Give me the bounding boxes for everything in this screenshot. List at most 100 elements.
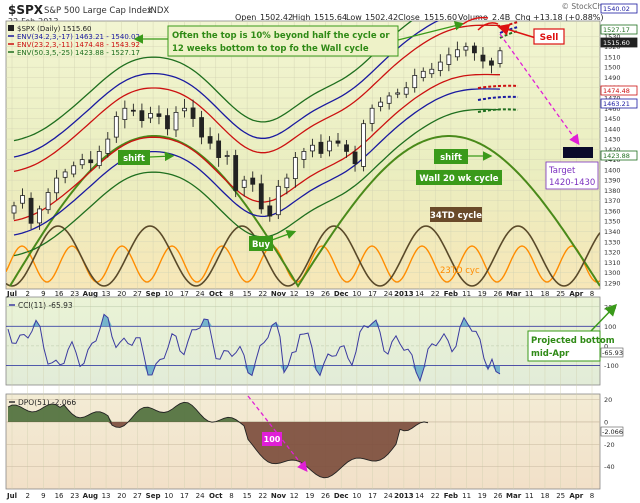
price-legend: $SPX (Daily) 1515.60 ENV(34.2,3,-17) 146… [8,25,140,57]
candle-body [480,54,486,62]
ohlc-readout: Open 1502.42 High 1515.64 Low 1502.42 Cl… [235,13,604,22]
price-tick-label: 1450 [604,115,621,123]
dpo-value-tag-text: -2.066 [602,428,623,436]
volume-value: 2.4B [492,13,510,22]
x-tick-label: Jul [6,290,17,298]
candle-body [352,151,358,165]
candle-body [11,205,17,214]
candle-body [122,107,128,120]
x-tick-label: Feb [444,492,458,500]
price-tag-box [600,98,638,109]
candle-body [216,140,222,158]
price-tag-box [600,85,638,96]
x-tick-label: Apr [569,290,583,298]
price-candles [11,41,503,230]
candle-body [37,208,42,224]
dpo-fill-positive [8,402,428,422]
candle-body [412,75,418,89]
x-tick-label: 25 [556,492,565,500]
price-tick-label: 1440 [604,125,621,133]
x-tick-label: 26 [321,492,330,500]
cci-value-tag [600,347,624,358]
projected-arrow [589,303,618,333]
x-tick-label: 15 [243,492,252,500]
candle-body [395,92,401,95]
env-blue-lower [13,88,501,236]
price-tag-box [600,24,638,35]
x-tick-label: 19 [305,290,314,298]
price-tag-text: 1540.02 [603,5,630,13]
cycle-34td-box: 34TD cycle [430,207,482,222]
x-tick-label: 26 [321,290,330,298]
x-tick-label: 17 [180,290,189,298]
candle-body [335,140,341,144]
candle-body [386,95,392,104]
candle-body [301,151,307,160]
candle-body [344,144,349,152]
candle-body [454,49,460,58]
candle-body [233,155,239,191]
legend-env1: ENV(34.2,3,-17) 1463.21 - 1540.02 [17,33,140,41]
x-tick-label: 2 [25,492,29,500]
wall-20wk-cycle-curve [9,135,600,288]
candle-body [489,60,494,66]
candle-body [28,197,34,224]
top-note-line1: Often the top is 10% beyond half the cyc… [172,31,390,41]
x-tick-label: 10 [352,290,361,298]
x-tick-label: 17 [180,492,189,500]
cci-tick-label: 100 [604,323,616,331]
cci-legend: CCI(11) -65.93 [9,301,73,310]
wall-cycle-box: Wall 20 wk cycle [416,170,502,185]
top-note-line2: 12 weeks bottom to top fo the Wall cycle [172,44,369,54]
price-tick-label: 1470 [604,95,621,103]
x-tick-label: 12 [290,290,299,298]
price-tick-label: 1460 [604,105,621,113]
candle-body [20,195,25,204]
chg-label: Chg [515,13,531,22]
price-tag-text: 1463.21 [603,100,630,108]
candle-body [71,165,77,175]
candle-body [148,113,153,119]
candle-body [241,179,247,188]
price-tick-label: 1390 [604,177,621,185]
candle-body [96,151,102,167]
x-tick-label: 24 [384,492,393,500]
symbol-title: $SPX [8,3,44,17]
x-tick-label: 8 [229,492,233,500]
x-tick-label: 14 [415,492,424,500]
x-tick-label: 18 [541,290,550,298]
x-tick-label: 26 [493,290,502,298]
cci-tick-label: 0 [604,342,608,350]
env-green-upper [13,21,413,142]
target-range: 1420-1430 [549,178,595,188]
x-tick-label: 19 [305,492,314,500]
candle-body [199,117,204,138]
low-label: Low [346,13,362,22]
cycle-curves [6,135,600,288]
x-tick-label: 2 [25,290,29,298]
price-tick-label: 1400 [604,166,621,174]
target-zone [563,147,593,158]
price-tag-box [600,150,638,161]
env-red-lower [13,73,500,222]
x-tick-label: 24 [196,492,205,500]
x-tick-label: 13 [102,492,111,500]
candle-body [156,113,162,117]
candle-body [79,159,85,166]
dpo-fill-negative [8,421,428,478]
x-tick-label: 10 [164,492,173,500]
candle-body [224,155,230,157]
cycle-23td-label: 23TD cyc [440,266,480,276]
x-tick-label: 16 [55,290,64,298]
candle-body [207,136,213,144]
price-tick-label: 1320 [604,249,621,257]
price-tick-label: 1500 [604,64,621,72]
price-tick-label: 1330 [604,238,621,246]
price-tag-text: 1423.88 [603,152,630,160]
x-tick-label: 22 [431,492,440,500]
close-value: 1515.60 [424,13,457,22]
x-axis-labels-bottom: Jul 2 9 16 23 Aug 13 20 27 Sep 10 17 24 Oct 8 15 22 Nov 12… [6,492,594,500]
x-tick-label: Jul [6,492,17,500]
dpo-label: DPO(51) -2.066 [18,398,76,407]
